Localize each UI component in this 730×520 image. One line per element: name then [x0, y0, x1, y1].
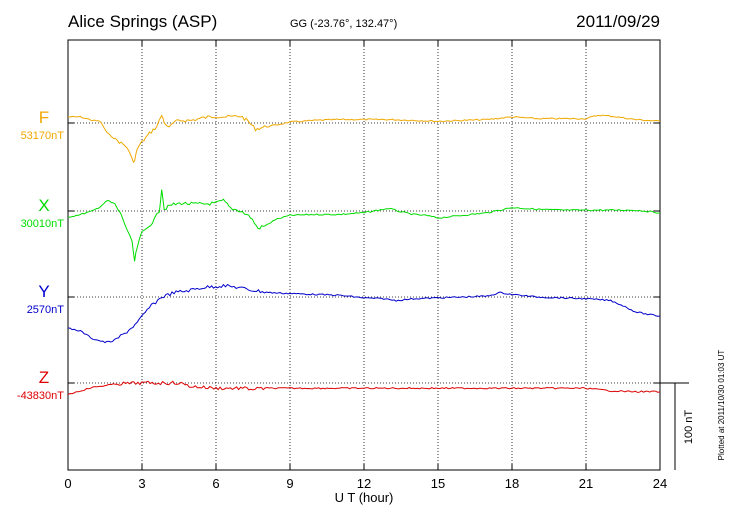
- x-tick-label: 15: [431, 476, 445, 491]
- series-name-y: Y: [38, 282, 49, 301]
- scale-bar-label: 100 nT: [683, 410, 695, 445]
- series-baseline-f: 53170nT: [21, 130, 65, 142]
- series-line-x: [67, 189, 661, 262]
- plotted-timestamp: Plotted at 2011/10/30 01:03 UT: [717, 350, 726, 461]
- series-name-f: F: [39, 108, 49, 127]
- series-name-x: X: [38, 196, 49, 215]
- series-line-y: [67, 283, 661, 344]
- x-tick-label: 24: [653, 476, 667, 491]
- coordinates-label: GG (-23.76°, 132.47°): [290, 18, 397, 30]
- x-tick-label: 6: [212, 476, 219, 491]
- grid-lines: [68, 40, 660, 470]
- x-tick-label: 3: [138, 476, 145, 491]
- series-labels: F 53170nT X 30010nT Y 2570nT Z -43830nT: [17, 108, 64, 402]
- plot-frame: [67, 39, 661, 471]
- x-tick-label: 12: [357, 476, 371, 491]
- series-baseline-z: -43830nT: [17, 390, 64, 402]
- series-baseline-y: 2570nT: [27, 304, 65, 316]
- series-baseline-x: 30010nT: [21, 218, 65, 230]
- station-title: Alice Springs (ASP): [68, 12, 217, 31]
- series-line-f: [67, 114, 661, 163]
- x-axis-ticks: 0 3 6 9 12 15 18 21 24: [64, 40, 667, 491]
- x-tick-label: 18: [505, 476, 519, 491]
- series-line-z: [67, 380, 661, 396]
- x-tick-label: 0: [64, 476, 71, 491]
- date-label: 2011/09/29: [576, 12, 660, 31]
- x-axis-label: U T (hour): [335, 490, 394, 505]
- traces: [67, 114, 661, 396]
- x-tick-label: 9: [286, 476, 293, 491]
- series-name-z: Z: [39, 368, 49, 387]
- scale-bar: 100 nT: [660, 382, 695, 470]
- x-tick-label: 21: [579, 476, 593, 491]
